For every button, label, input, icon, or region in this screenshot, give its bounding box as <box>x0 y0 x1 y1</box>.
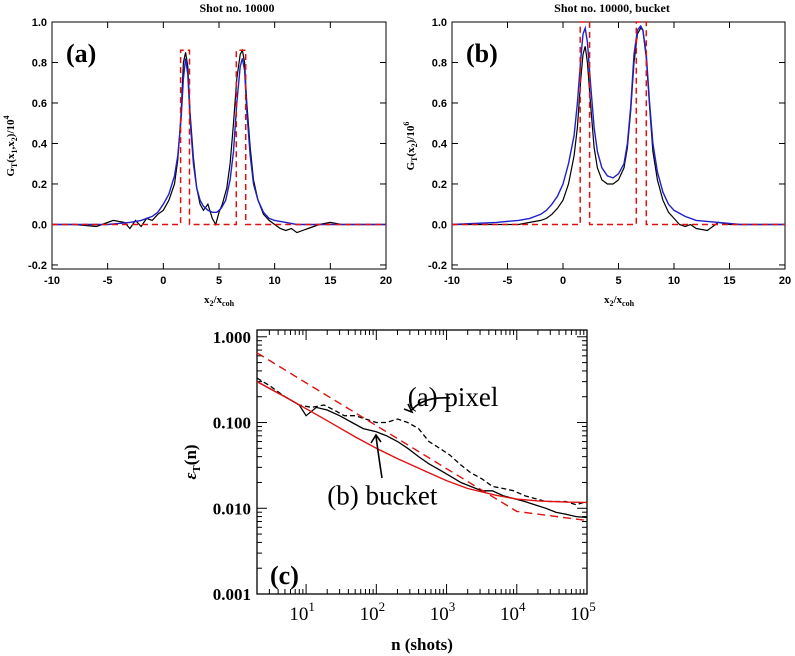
panel-a-xtick-label: 20 <box>380 275 392 287</box>
panel-b-series-line-0 <box>452 27 785 232</box>
panel-b-xtick-label: 15 <box>723 275 735 287</box>
annotation-bucket-arrowhead <box>370 433 382 444</box>
panel-b-xlabel: x2/xcoh <box>604 294 635 308</box>
panel-a-ylabel: GT(x1,x2)/104 <box>2 115 19 176</box>
panel-c-xtick-label: 102 <box>360 599 386 625</box>
panel-b-xtick-label: 0 <box>560 275 566 287</box>
panel-b-title: Shot no. 10000, bucket <box>554 1 670 15</box>
panel-a-ytick-label: 0.2 <box>32 179 47 191</box>
panel-b-series-line-2 <box>452 21 785 226</box>
panel-a-xtick-label: 0 <box>160 275 166 287</box>
panel-b-xtick-label: 5 <box>615 275 621 287</box>
panel-a-xtick-label: -10 <box>44 275 60 287</box>
panel-b-ytick-label: 0.0 <box>432 219 447 231</box>
panel-a-frame <box>51 21 387 270</box>
panel-a-title: Shot no. 10000 <box>199 1 274 15</box>
panel-b-ytick-label: 0.6 <box>432 98 447 110</box>
panel-a-ytick-label: 0.6 <box>32 98 47 110</box>
panel-c-xtick-label: 103 <box>430 599 456 625</box>
panel-a-xtick-label: -5 <box>103 275 113 287</box>
panel-b-ytick-label: 1.0 <box>432 17 447 29</box>
panel-a-xtick-label: 10 <box>269 275 281 287</box>
panel-a-xtick-label: 5 <box>216 275 222 287</box>
panel-b-series <box>451 21 785 232</box>
panel-c-xlabel: n (shots) <box>391 635 453 654</box>
panel-b-xtick-label: 10 <box>668 275 680 287</box>
panel-c-ticks: 101 102 103 104 105 0.001 0.010 0.100 1.000 <box>213 328 596 625</box>
panel-b: Shot no. 10000, bucket -10 -5 0 5 10 15 20 -0.2… <box>402 1 791 308</box>
panel-a-series-line-0 <box>52 48 386 234</box>
panel-a-series-line-2 <box>52 49 386 226</box>
annotation-pixel: (a) pixel <box>408 382 499 412</box>
panel-b-xtick-label: -5 <box>503 275 513 287</box>
panel-b-ytick-label: 0.8 <box>432 57 447 69</box>
panel-c-series-line-3 <box>256 380 588 504</box>
panel-a: Shot no. 10000 -10 -5 0 5 10 15 20 -0.2 0.0 0.2 0.… <box>2 1 392 308</box>
panel-b-ylabel: GT(x2)/106 <box>402 122 419 171</box>
panel-b-ytick-label: 0.4 <box>432 138 448 150</box>
panel-b-ytick-label: -0.2 <box>428 260 447 272</box>
panel-c-xtick-label: 101 <box>289 599 315 625</box>
panel-a-ticks: -10 -5 0 5 10 15 20 -0.2 0.0 0.2 0.4 0.6 0.8 1.0 <box>28 17 392 287</box>
panel-a-xtick-label: 15 <box>324 275 336 287</box>
panel-c-ytick-label: 0.010 <box>213 499 251 518</box>
panel-c-series-line-0 <box>256 377 588 506</box>
panel-c-xtick-label: 104 <box>500 599 526 625</box>
panel-c-series-line-2 <box>256 352 588 522</box>
panel-c-ytick-label: 0.100 <box>213 414 251 433</box>
panel-b-frame <box>451 21 786 270</box>
panel-a-xlabel: x2/xcoh <box>204 294 235 308</box>
annotation-bucket-arrow <box>375 435 383 479</box>
panel-c-ytick-label: 1.000 <box>213 328 251 347</box>
panel-c-series-line-1 <box>256 381 588 519</box>
panel-a-label: (a) <box>66 39 96 68</box>
annotation-pixel-arrowhead <box>403 403 414 414</box>
panel-a-series <box>52 48 386 234</box>
panel-c-xtick-label: 105 <box>570 599 596 625</box>
panel-b-xtick-label: -10 <box>444 275 460 287</box>
panel-c-ylabel: εT(n) <box>181 444 203 479</box>
panel-b-ytick-label: 0.2 <box>432 179 447 191</box>
panel-c-ytick-label: 0.001 <box>213 585 251 604</box>
panel-c-frame <box>256 329 588 595</box>
panel-c-series <box>256 352 588 522</box>
panel-a-ytick-label: 0.4 <box>32 138 48 150</box>
panel-c-label: (c) <box>270 561 299 590</box>
annotation-pixel-arrow <box>409 396 451 413</box>
panel-a-ytick-label: 1.0 <box>32 17 47 29</box>
panel-a-ytick-label: 0.8 <box>32 57 47 69</box>
panel-a-ytick-label: -0.2 <box>28 260 47 272</box>
panel-b-xtick-label: 20 <box>779 275 791 287</box>
panel-a-series-line-1 <box>52 58 386 226</box>
panel-b-label: (b) <box>466 39 498 68</box>
panel-a-ytick-label: 0.0 <box>32 219 47 231</box>
panel-b-series-line-1 <box>451 24 785 226</box>
annotation-bucket: (b) bucket <box>327 481 438 511</box>
